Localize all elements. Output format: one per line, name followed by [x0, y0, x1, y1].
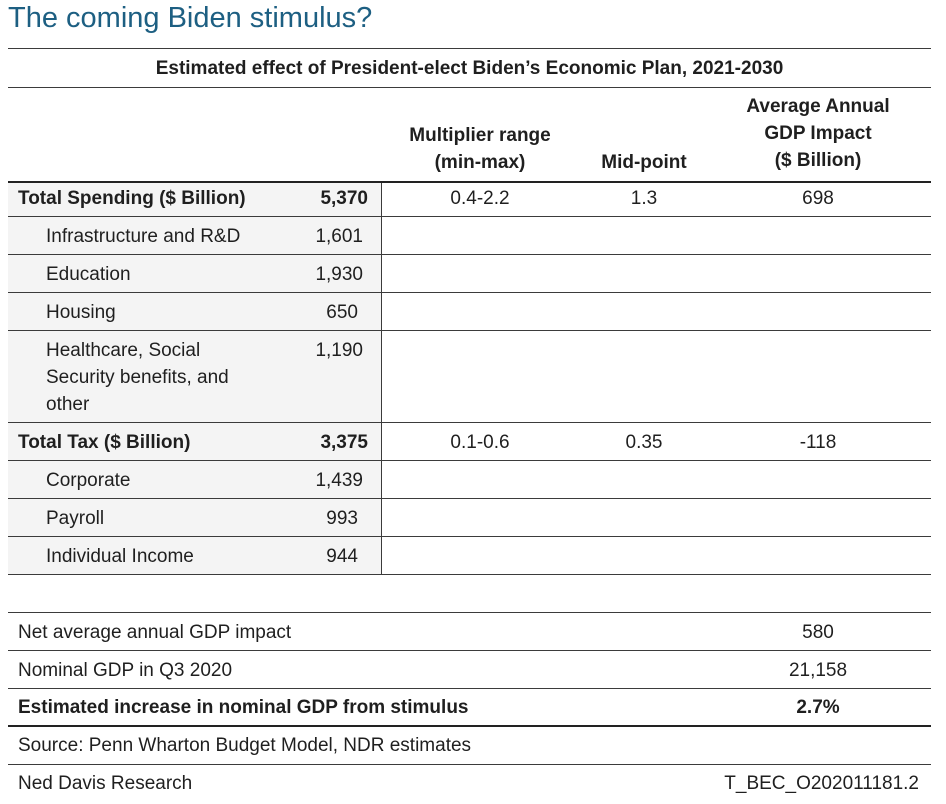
summary-value: 580: [802, 622, 834, 643]
row-rule: [8, 574, 931, 575]
source-note: Source: Penn Wharton Budget Model, NDR e…: [18, 735, 472, 756]
summary-total-value: 2.7%: [796, 697, 840, 718]
total-spending-value: 5,370: [320, 188, 368, 209]
summary-rule: [8, 650, 931, 651]
spending-item-label: Housing: [46, 302, 116, 323]
row-rule: [8, 536, 931, 537]
spending-item-label-line: Security benefits, and: [46, 367, 229, 388]
row-rule: [8, 292, 931, 293]
spending-item-value: 650: [326, 302, 358, 323]
header-rule: [8, 181, 931, 183]
summary-total-label: Estimated increase in nominal GDP from s…: [18, 697, 469, 718]
footer-rule: [8, 764, 931, 765]
table-title: Estimated effect of President-elect Bide…: [155, 58, 784, 79]
column-divider: [381, 182, 382, 575]
tax-multiplier: 0.1-0.6: [450, 432, 510, 453]
spending-item-label-line: Healthcare, Social: [46, 340, 201, 361]
header-multiplier-line2: (min-max): [434, 152, 526, 173]
spending-item-label: Healthcare, Social Security benefits, an…: [46, 337, 229, 418]
spending-item-value: 1,190: [315, 340, 363, 361]
summary-bottom-rule: [8, 725, 931, 727]
total-tax-value: 3,375: [320, 432, 368, 453]
spending-multiplier: 0.4-2.2: [450, 188, 510, 209]
row-rule: [8, 422, 931, 423]
header-multiplier: Multiplier range (min-max): [390, 122, 570, 176]
spending-item-label: Education: [46, 264, 131, 285]
header-midpoint: Mid-point: [601, 152, 687, 173]
tax-item-value: 1,439: [315, 470, 363, 491]
row-rule: [8, 460, 931, 461]
footer-publisher: Ned Davis Research: [18, 773, 193, 794]
header-gdp-impact-line1: Average Annual: [746, 96, 890, 117]
summary-label: Net average annual GDP impact: [18, 622, 292, 643]
total-spending-label: Total Spending ($ Billion): [18, 188, 246, 209]
row-rule: [8, 254, 931, 255]
summary-rule: [8, 688, 931, 689]
tax-item-value: 944: [326, 546, 358, 567]
tax-item-value: 993: [326, 508, 358, 529]
spending-item-value: 1,601: [315, 226, 363, 247]
total-tax-label: Total Tax ($ Billion): [18, 432, 191, 453]
summary-rule: [8, 612, 931, 613]
summary-label: Nominal GDP in Q3 2020: [18, 660, 233, 681]
tax-midpoint: 0.35: [625, 432, 663, 453]
row-rule: [8, 498, 931, 499]
spending-impact: 698: [802, 188, 834, 209]
page-title: The coming Biden stimulus?: [8, 2, 373, 34]
spending-item-label-line: other: [46, 394, 90, 415]
header-gdp-impact-line3: ($ Billion): [774, 150, 862, 171]
row-rule: [8, 216, 931, 217]
summary-value: 21,158: [788, 660, 848, 681]
tax-impact: -118: [799, 432, 837, 453]
spending-midpoint: 1.3: [630, 188, 658, 209]
header-multiplier-line1: Multiplier range: [409, 125, 551, 146]
tax-item-label: Individual Income: [46, 546, 194, 567]
header-gdp-impact-line2: GDP Impact: [764, 123, 872, 144]
header-gdp-impact: Average Annual GDP Impact ($ Billion): [718, 93, 918, 174]
footer-chart-code: T_BEC_O202011181.2: [724, 773, 919, 794]
title-rule: [8, 48, 931, 49]
tax-item-label: Corporate: [46, 470, 131, 491]
spending-item-value: 1,930: [315, 264, 363, 285]
spending-item-label: Infrastructure and R&D: [46, 226, 241, 247]
row-rule: [8, 330, 931, 331]
table-title-rule: [8, 87, 931, 88]
tax-item-label: Payroll: [46, 508, 105, 529]
category-shading: [8, 182, 381, 575]
